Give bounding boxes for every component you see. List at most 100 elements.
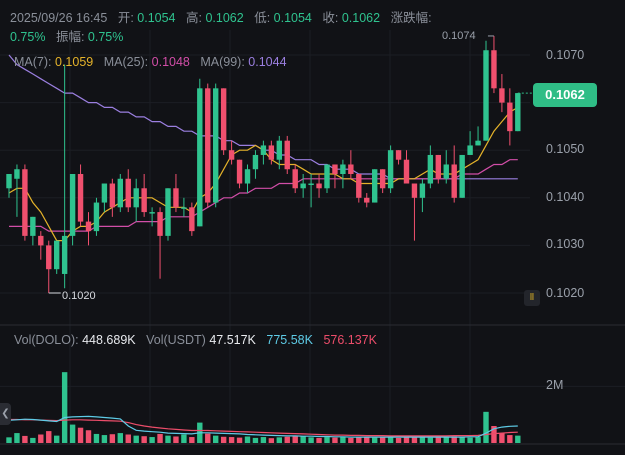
candle-body	[54, 240, 60, 270]
candle-body	[189, 207, 195, 232]
volume-bar	[69, 424, 76, 443]
volume-bar	[30, 437, 36, 443]
settings-icon[interactable]: Ⅱ	[524, 290, 540, 306]
volume-bar	[157, 433, 163, 443]
candle-body	[85, 221, 92, 232]
candle-body	[515, 93, 521, 132]
volume-bar	[356, 436, 362, 443]
candle-body	[284, 140, 290, 170]
volume-bar	[125, 434, 131, 443]
volume-bar	[324, 437, 330, 443]
amplitude-value: 0.75%	[87, 30, 124, 44]
volume-bar	[268, 438, 275, 443]
volume-ma1-line	[8, 415, 518, 438]
volume-bar	[85, 430, 92, 443]
volume-bar	[165, 435, 171, 443]
volume-bar	[14, 433, 20, 443]
y-tick: 0.1040	[546, 190, 585, 204]
volume-bar	[507, 435, 513, 443]
volume-tick: 2M	[546, 378, 564, 392]
candle-body	[356, 174, 362, 198]
volume-bar	[244, 436, 251, 443]
volume-bar	[61, 372, 68, 443]
candle-body	[252, 154, 259, 170]
candle-body	[93, 202, 100, 232]
volume-bar	[54, 435, 60, 443]
volume-bar	[46, 431, 52, 443]
volume-bar	[387, 437, 394, 443]
volume-bar	[467, 437, 473, 443]
vol-ma2-value: 576.137K	[323, 333, 377, 347]
volume-bar	[308, 437, 314, 443]
volume-bar	[491, 426, 497, 443]
candle-body	[395, 150, 402, 160]
volume-bar	[133, 435, 139, 443]
candle-body	[411, 183, 418, 198]
candle-body	[507, 102, 513, 132]
close-label: 收:	[322, 11, 339, 25]
candle-body	[38, 235, 44, 246]
volume-bar	[483, 411, 489, 443]
candle-body	[340, 164, 346, 174]
volume-bar	[340, 436, 346, 443]
volume-bar	[220, 436, 227, 443]
ma25-value: 0.1048	[151, 55, 190, 69]
panel-toggle-icon[interactable]: ❮	[0, 403, 11, 425]
candle-body	[467, 145, 473, 155]
candle-body	[475, 140, 481, 146]
volume-bar	[379, 437, 386, 443]
candle-body	[46, 245, 52, 270]
volume-bar	[443, 437, 449, 443]
candle-body	[387, 150, 394, 189]
high-marker-label: 0.1074	[442, 30, 476, 42]
volume-bar	[141, 436, 147, 443]
high-value: 0.1062	[205, 11, 244, 25]
ma25-line	[9, 159, 518, 232]
candle-body	[276, 140, 282, 160]
volume-bar	[316, 437, 322, 443]
candle-body	[30, 216, 36, 236]
volume-bar	[515, 435, 521, 443]
volume-bar	[403, 436, 410, 443]
chart-grid	[0, 30, 625, 445]
candle-body	[499, 88, 505, 103]
candle-body	[435, 154, 441, 179]
ma99-label: MA(99):	[200, 55, 245, 69]
y-tick: 0.1030	[546, 237, 585, 251]
candle-body	[173, 188, 179, 208]
candle-body	[213, 88, 219, 203]
amplitude-label: 振幅:	[55, 30, 85, 44]
volume-ma2-line	[9, 418, 518, 437]
candle-body	[427, 154, 434, 184]
candle-body	[443, 164, 449, 179]
candle-body	[491, 50, 497, 89]
candles	[6, 35, 533, 294]
volume-bar	[38, 434, 44, 443]
candle-body	[236, 159, 243, 184]
volume-bar	[252, 437, 259, 443]
datetime: 2025/09/26 16:45	[10, 11, 108, 25]
candle-body	[61, 235, 68, 274]
y-tick: 0.1020	[546, 286, 585, 300]
candle-body	[22, 169, 28, 236]
change-value: 0.75%	[10, 30, 46, 44]
vol-usdt-value: 47.517K	[209, 333, 256, 347]
volume-bar	[189, 437, 195, 443]
volume-bar	[332, 437, 338, 443]
volume-bar	[475, 437, 481, 443]
candle-body	[451, 164, 457, 198]
volume-bar	[435, 436, 441, 443]
candle-body	[14, 169, 20, 179]
close-value: 0.1062	[341, 11, 381, 25]
open-label: 开:	[117, 11, 134, 25]
volume-bar	[395, 437, 402, 443]
candle-body	[244, 169, 251, 184]
volume-bar	[427, 437, 434, 443]
volume-bar	[372, 437, 378, 443]
volume-bar	[213, 435, 219, 443]
volume-bar	[22, 435, 28, 443]
volume-legend: Vol(DOLO): 448.689K Vol(USDT) 47.517K 77…	[14, 333, 377, 347]
candle-body	[69, 174, 76, 236]
candle-body	[260, 145, 267, 155]
